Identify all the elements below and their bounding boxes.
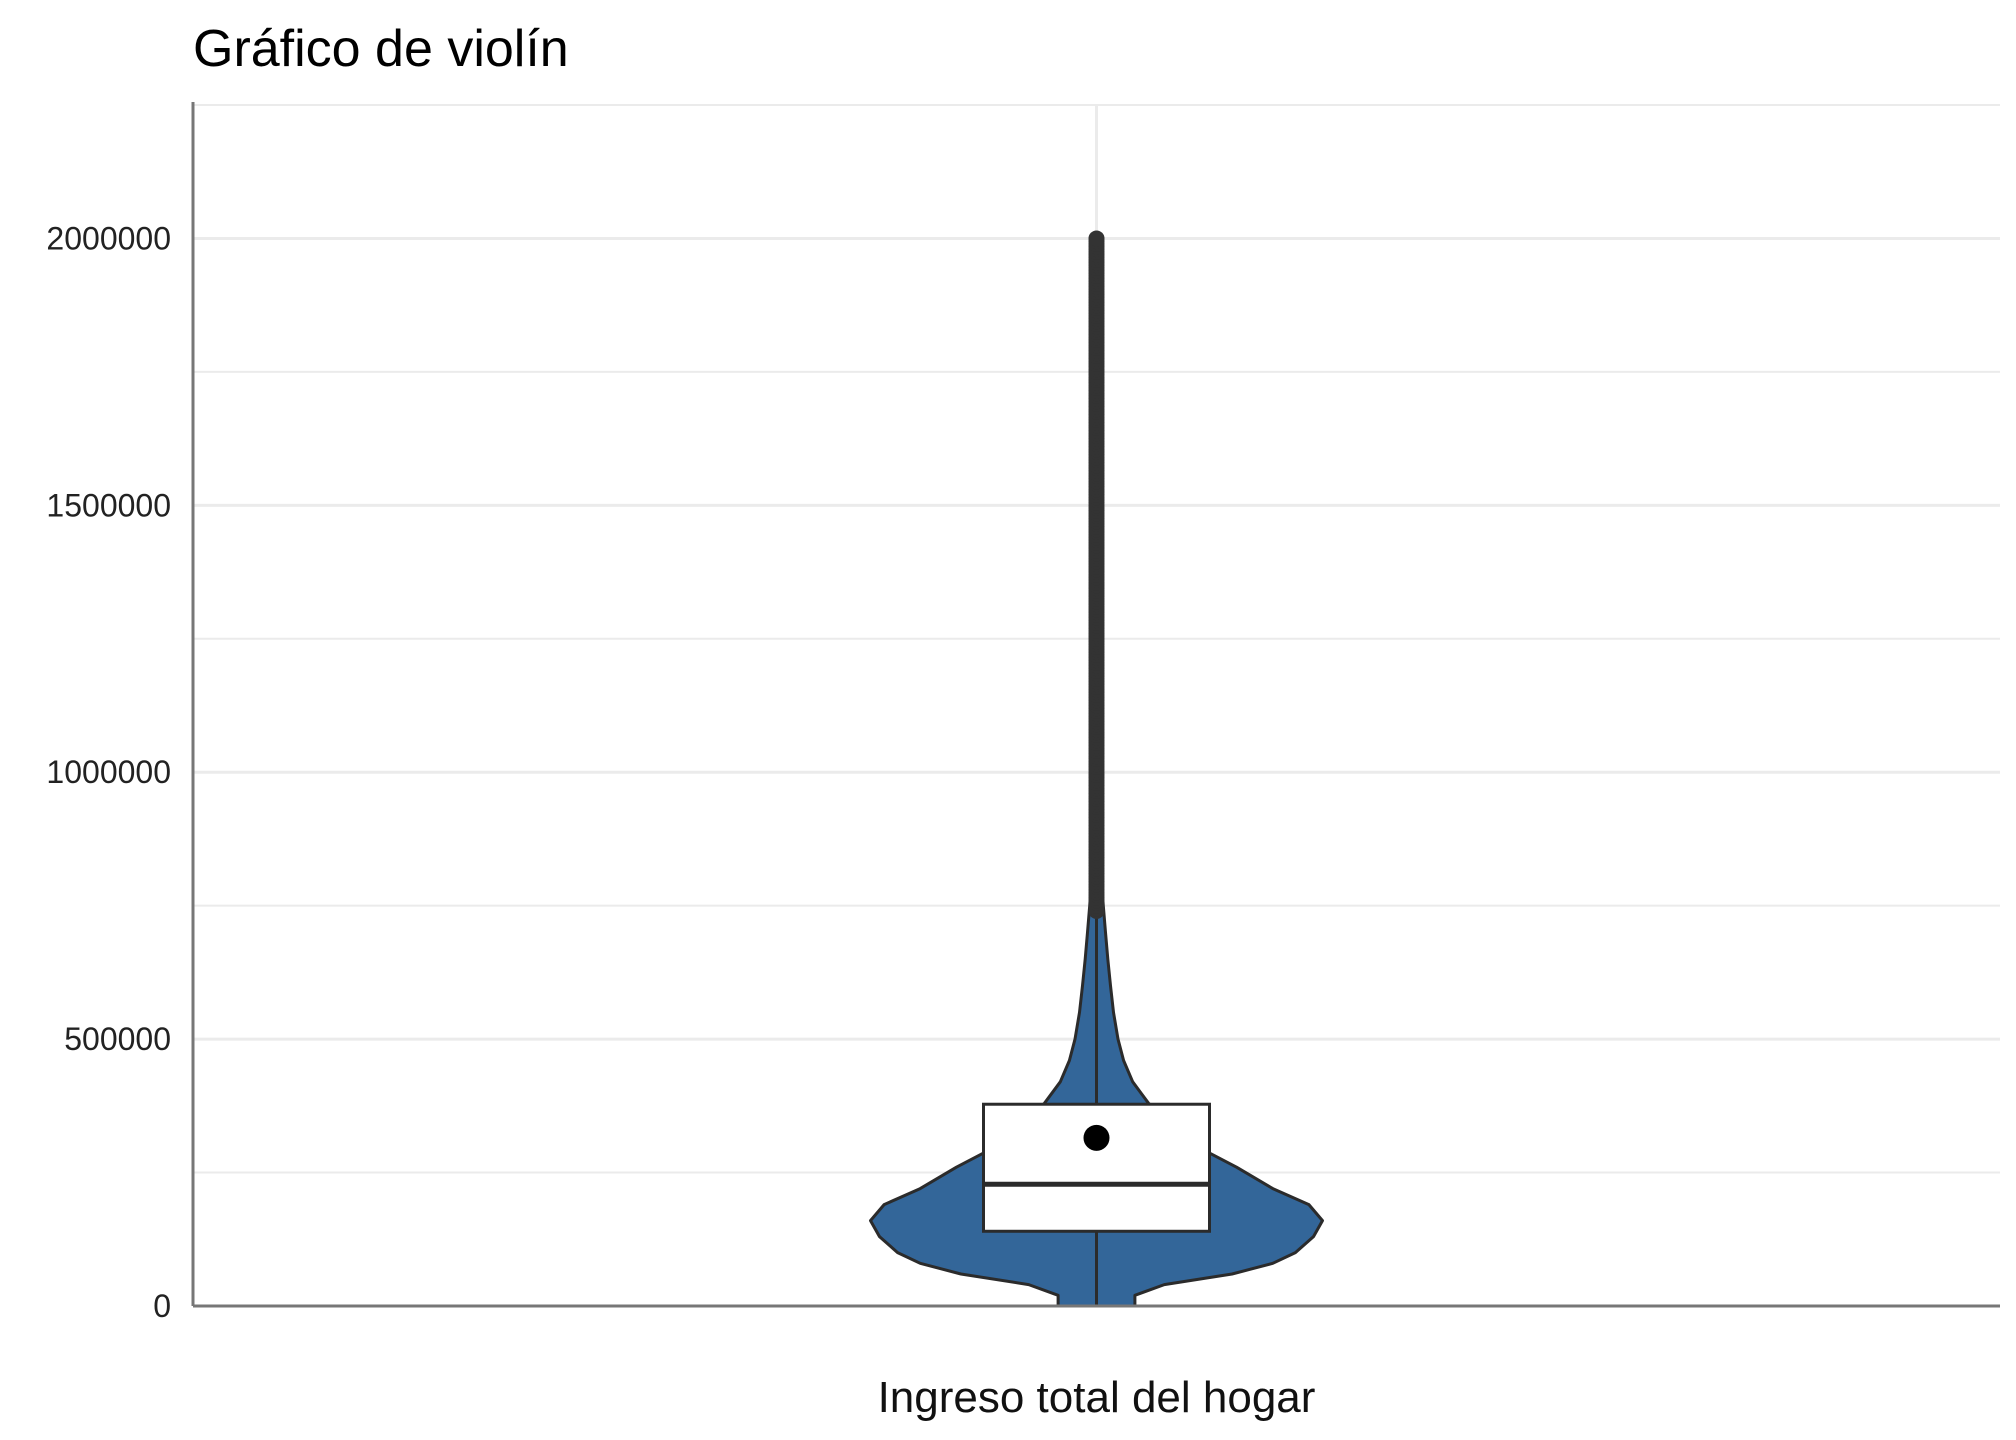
chart-title: Gráfico de violín <box>193 20 569 78</box>
x-category-labels: Ingreso total del hogar <box>878 1373 1316 1422</box>
axes <box>191 102 2000 1308</box>
box-iqr <box>982 1102 1211 1233</box>
y-tick-label: 2000000 <box>46 220 171 256</box>
y-tick-label: 500000 <box>64 1021 171 1057</box>
y-tick-label: 1000000 <box>46 754 171 790</box>
y-tick-labels: 0 500000 1000000 1500000 2000000 <box>46 220 171 1324</box>
outlier-point <box>1088 230 1105 247</box>
mean-point <box>1083 1124 1110 1151</box>
x-category-label: Ingreso total del hogar <box>878 1373 1316 1422</box>
y-tick-label: 1500000 <box>46 487 171 523</box>
plot-area <box>869 230 1324 1308</box>
y-tick-label: 0 <box>153 1288 171 1324</box>
